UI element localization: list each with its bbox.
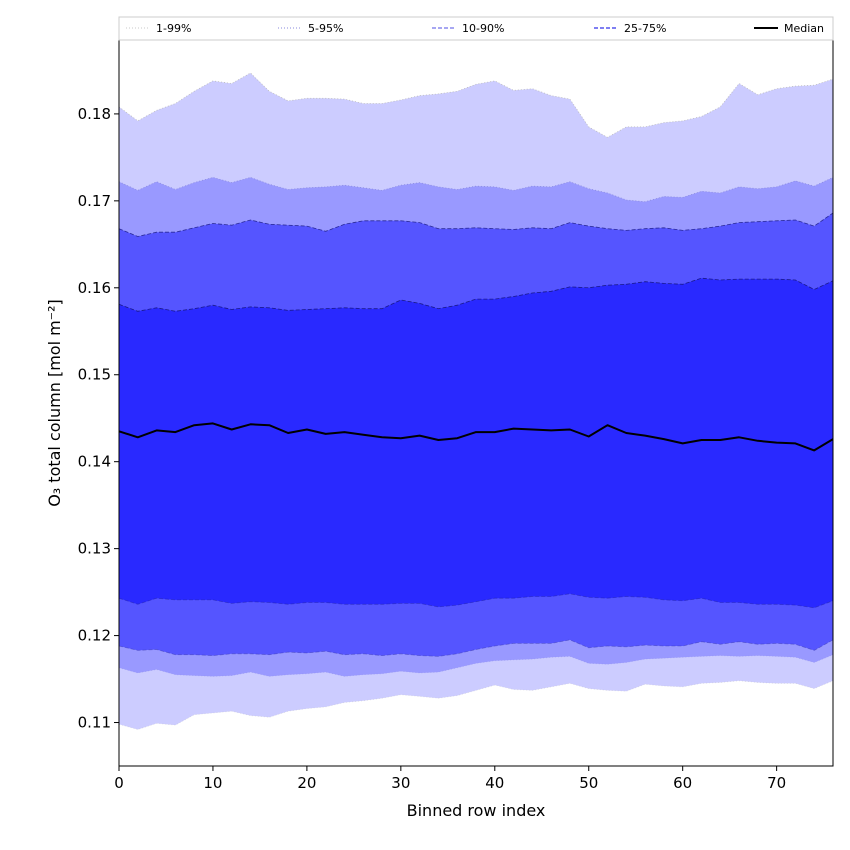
y-axis-label: O₃ total column [mol m⁻²] <box>45 299 64 507</box>
bands-layer <box>119 73 833 730</box>
x-tick-label: 60 <box>673 774 692 792</box>
x-tick-label: 40 <box>485 774 504 792</box>
band-25-75pct <box>119 278 833 608</box>
legend-label-1: 5-95% <box>308 22 343 35</box>
y-tick-label: 0.16 <box>78 279 111 297</box>
y-tick-label: 0.11 <box>78 714 111 732</box>
x-tick-label: 20 <box>297 774 316 792</box>
legend-label-2: 10-90% <box>462 22 504 35</box>
x-axis-label: Binned row index <box>407 801 546 820</box>
band-lower-line-25-75pct <box>118 593 834 609</box>
band-lower-line-1-99pct <box>118 680 834 730</box>
legend-label-0: 1-99% <box>156 22 191 35</box>
band-lower-line-5-95pct <box>118 654 834 677</box>
band-lower-line-10-90pct <box>118 639 834 657</box>
x-tick-label: 0 <box>114 774 124 792</box>
y-tick-label: 0.14 <box>78 453 111 471</box>
band-upper-line-10-90pct <box>118 212 834 237</box>
legend: 1-99% 5-95% 10-90% 25-75% Median <box>118 16 834 41</box>
y-tick-label: 0.17 <box>78 192 111 210</box>
x-ticks: 0 10 20 30 40 50 60 70 <box>114 766 786 792</box>
y-tick-label: 0.13 <box>78 540 111 558</box>
legend-box <box>118 16 834 41</box>
band-upper-line-25-75pct <box>118 277 834 312</box>
band-upper-line-1-99pct <box>118 72 834 138</box>
median-line <box>118 422 834 452</box>
x-tick-label: 10 <box>203 774 222 792</box>
x-tick-label: 70 <box>767 774 786 792</box>
y-tick-label: 0.15 <box>78 366 111 384</box>
y-tick-label: 0.18 <box>78 105 111 123</box>
x-tick-label: 50 <box>579 774 598 792</box>
y-tick-label: 0.12 <box>78 627 111 645</box>
legend-label-3: 25-75% <box>624 22 666 35</box>
legend-label-4: Median <box>784 22 824 35</box>
y-ticks: 0.11 0.12 0.13 0.14 0.15 0.16 0.17 0.18 <box>78 105 119 732</box>
x-tick-label: 30 <box>391 774 410 792</box>
lines-layer <box>118 72 834 730</box>
